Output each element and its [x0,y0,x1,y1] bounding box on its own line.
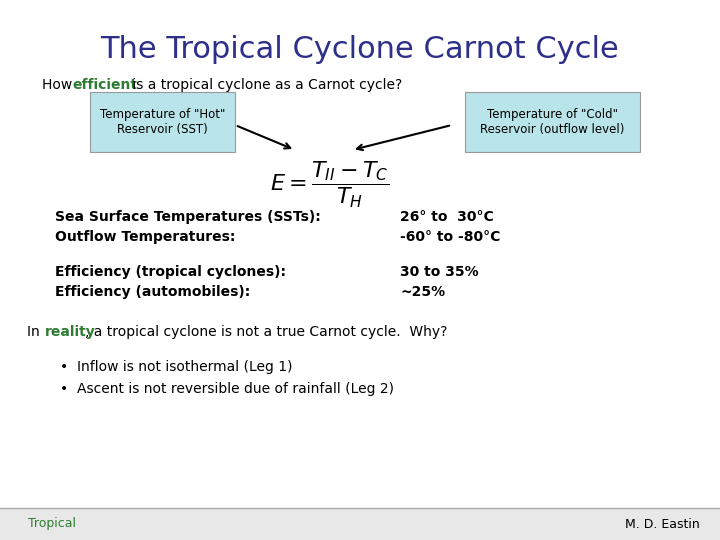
Bar [90,92,235,152]
Text: is a tropical cyclone as a Carnot cycle?: is a tropical cyclone as a Carnot cycle? [128,78,402,92]
Bar [0,508,720,540]
Bar [465,92,640,152]
Text: ~25%: ~25% [400,285,445,299]
Text: •  Ascent is not reversible due of rainfall (Leg 2): • Ascent is not reversible due of rainfa… [60,382,394,396]
Text: reality: reality [45,325,96,339]
Text: Efficiency (tropical cyclones):: Efficiency (tropical cyclones): [55,265,286,279]
Text: Tropical: Tropical [28,517,76,530]
Text: Outflow Temperatures:: Outflow Temperatures: [55,230,235,244]
Text: 30 to 35%: 30 to 35% [400,265,479,279]
Text: , a tropical cyclone is not a true Carnot cycle.  Why?: , a tropical cyclone is not a true Carno… [85,325,447,339]
Text: Efficiency (automobiles):: Efficiency (automobiles): [55,285,251,299]
Text: 26° to  30°C: 26° to 30°C [400,210,494,224]
Text: Temperature of "Cold"
Reservoir (outflow level): Temperature of "Cold" Reservoir (outflow… [480,108,625,136]
Text: The Tropical Cyclone Carnot Cycle: The Tropical Cyclone Carnot Cycle [101,35,619,64]
Text: Sea Surface Temperatures (SSTs):: Sea Surface Temperatures (SSTs): [55,210,320,224]
Text: M. D. Eastin: M. D. Eastin [625,517,700,530]
Text: efficient: efficient [72,78,137,92]
Text: •  Inflow is not isothermal (Leg 1): • Inflow is not isothermal (Leg 1) [60,360,292,374]
Text: -60° to -80°C: -60° to -80°C [400,230,500,244]
Text: How: How [42,78,76,92]
Text: Temperature of "Hot"
Reservoir (SST): Temperature of "Hot" Reservoir (SST) [100,108,225,136]
Text: In: In [27,325,44,339]
Text: $E = \dfrac{T_{II} - T_C}{T_H}$: $E = \dfrac{T_{II} - T_C}{T_H}$ [271,160,390,210]
